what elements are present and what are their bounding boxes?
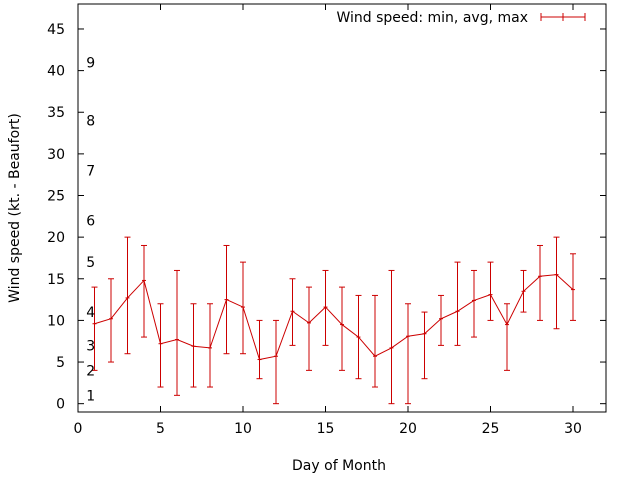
- beaufort-label: 9: [86, 55, 95, 71]
- y-tick-label: 5: [56, 355, 65, 371]
- beaufort-label: 4: [86, 305, 95, 321]
- y-tick-label: 30: [47, 147, 65, 163]
- x-tick-label: 5: [156, 421, 165, 437]
- y-tick-label: 10: [47, 313, 65, 329]
- y-tick-label: 0: [56, 397, 65, 413]
- x-tick-label: 10: [234, 421, 252, 437]
- x-tick-label: 20: [399, 421, 417, 437]
- x-tick-label: 15: [317, 421, 335, 437]
- x-tick-label: 0: [74, 421, 83, 437]
- series-marks: [91, 236, 576, 405]
- beaufort-label: 3: [86, 338, 95, 354]
- x-tick-label: 25: [482, 421, 500, 437]
- x-tick-label: 30: [564, 421, 582, 437]
- beaufort-label: 2: [86, 363, 95, 379]
- beaufort-label: 8: [86, 114, 95, 130]
- y-axis-title: Wind speed (kt. - Beaufort): [7, 113, 23, 303]
- y-tick-label: 25: [47, 189, 65, 205]
- beaufort-label: 1: [86, 388, 95, 404]
- beaufort-label: 5: [86, 255, 95, 271]
- plot-frame: [77, 3, 607, 413]
- beaufort-label: 7: [86, 164, 95, 180]
- y-tick-label: 40: [47, 64, 65, 80]
- y-tick-label: 45: [47, 22, 65, 38]
- beaufort-annotations: 1 2 3 4 5 6 7 8 9: [86, 55, 95, 404]
- legend: Wind speed: min, avg, max: [336, 10, 586, 26]
- y-tick-label: 20: [47, 230, 65, 246]
- avg-series-line: [94, 274, 574, 361]
- beaufort-label: 6: [86, 213, 95, 229]
- x-axis-title: Day of Month: [292, 458, 386, 474]
- y-tick-label: 15: [47, 272, 65, 288]
- y-tick-label: 35: [47, 105, 65, 121]
- legend-label: Wind speed: min, avg, max: [336, 10, 528, 26]
